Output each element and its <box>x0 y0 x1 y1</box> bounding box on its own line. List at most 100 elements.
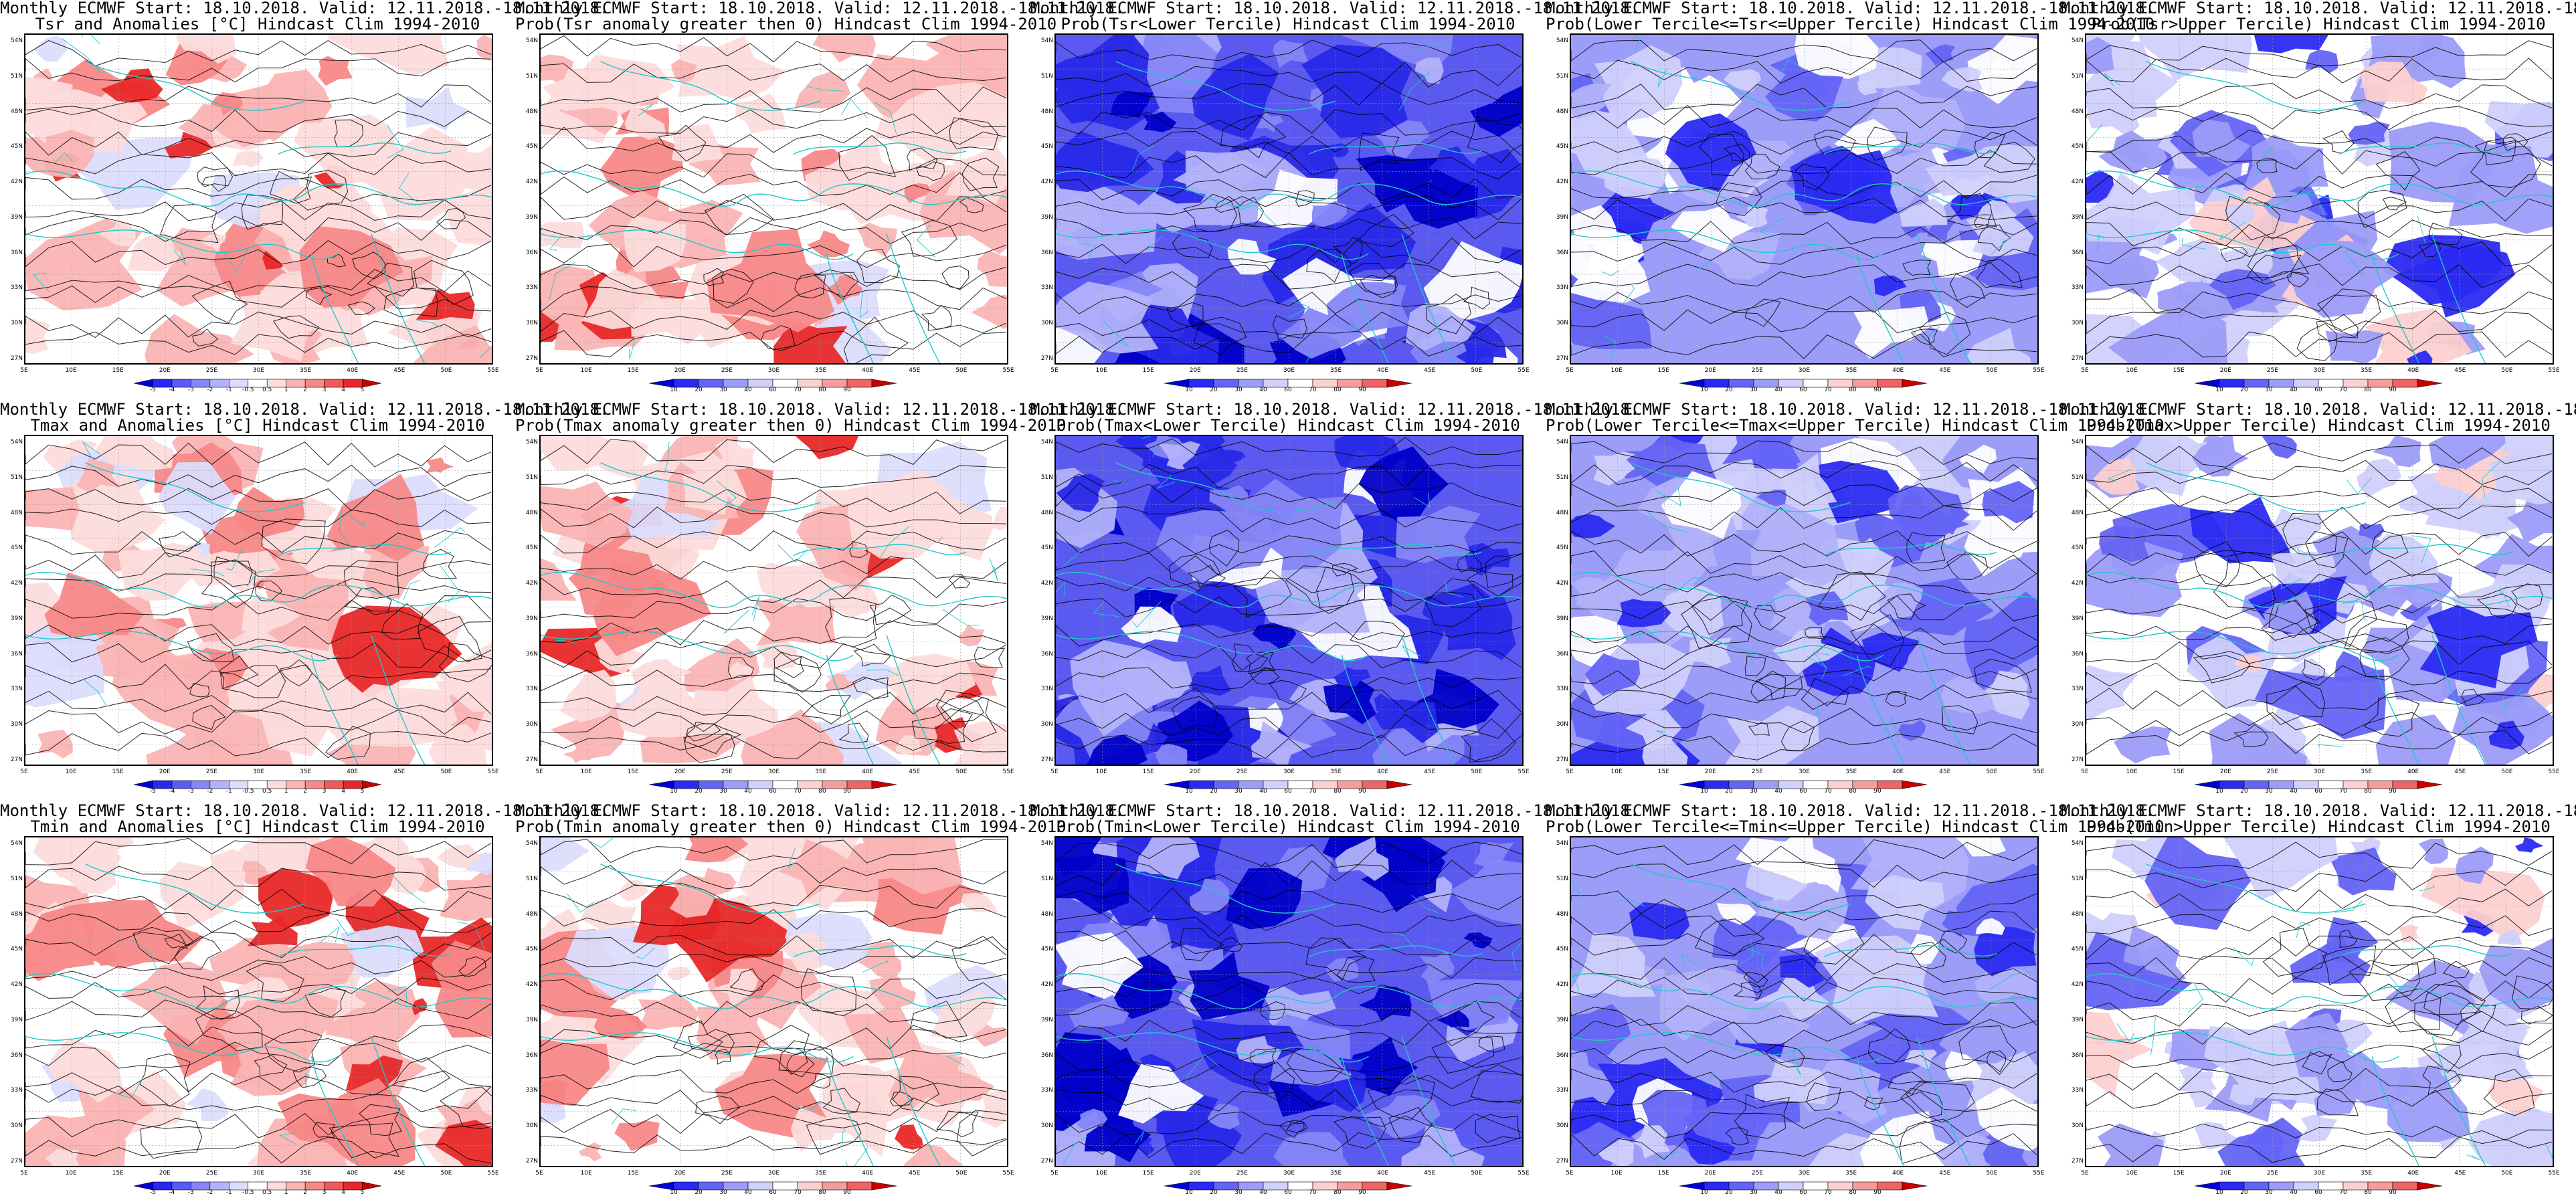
colorbar-swatch <box>2417 379 2443 388</box>
colorbar-swatch <box>1386 1181 1412 1191</box>
colorbar <box>648 779 897 789</box>
colorbar-tick-label: 10 <box>1700 1189 1708 1196</box>
colorbar-tick-label: 10 <box>670 1189 678 1196</box>
latitude-label: 48N <box>1040 509 1053 516</box>
coastlines <box>1571 864 2037 1166</box>
longitude-label: 5E <box>2081 1170 2089 1177</box>
latitude-label: 42N <box>1040 580 1053 587</box>
colorbar-swatch <box>1902 780 1928 789</box>
longitude-label: 5E <box>1566 1170 1574 1177</box>
colorbar-tick-label: 20 <box>1210 1189 1218 1196</box>
longitude-label: 15E <box>627 367 639 374</box>
map-panel: Monthly ECMWF Start: 18.10.2018. Valid: … <box>0 801 610 1204</box>
map-panel: Monthly ECMWF Start: 18.10.2018. Valid: … <box>515 401 1124 803</box>
longitude-label: 35E <box>815 1170 827 1177</box>
panel-title-line2: Prob(Lower Tercile<=Tmin<=Upper Tercile)… <box>1546 817 2165 836</box>
longitude-label: 30E <box>767 1170 780 1177</box>
latitude-label: 33N <box>1040 686 1053 693</box>
longitude-label: 20E <box>159 367 171 374</box>
colorbar-swatch <box>871 780 897 789</box>
coastlines <box>1056 43 1522 363</box>
latitude-label: 30N <box>10 1122 23 1130</box>
colorbar-tick-label: 60 <box>1799 387 1807 393</box>
latitude-label: 42N <box>1556 179 1568 186</box>
isotherm-contours <box>1056 841 1522 1159</box>
colorbar-tick-label: -4 <box>169 387 175 393</box>
longitude-label: 40E <box>1892 769 1904 775</box>
colorbar-tick-label: 90 <box>2389 1189 2397 1196</box>
shaded-field <box>25 436 492 765</box>
latitude-label: 54N <box>1556 840 1568 847</box>
colorbar-labels: 10 20 30 40 60 70 80 90 <box>649 788 897 796</box>
longitude-label: 45E <box>909 367 921 374</box>
longitude-label: 10E <box>2126 1170 2138 1177</box>
colorbar-tick-label: 20 <box>695 788 703 795</box>
longitude-label: 30E <box>252 367 265 374</box>
panel-title-line1: Monthly ECMWF Start: 18.10.2018. Valid: … <box>0 801 610 820</box>
map-panel: Monthly ECMWF Start: 18.10.2018. Valid: … <box>0 401 609 803</box>
latitude-label: 51N <box>10 875 23 882</box>
graticule <box>25 436 492 765</box>
panel-title-line2: Tmin and Anomalies [°C] Hindcast Clim 19… <box>30 817 485 836</box>
colorbar-labels: 10 20 30 40 60 70 80 90 <box>1164 1189 1412 1197</box>
colorbar-tick-label: 30 <box>2265 788 2273 795</box>
coastlines <box>541 837 1007 1166</box>
colorbar-tick-label: 20 <box>2240 788 2248 795</box>
latitude-label: 27N <box>2071 355 2084 362</box>
latitude-label: 45N <box>2071 544 2084 552</box>
longitude-label: 55E <box>1517 769 1530 775</box>
map-frame <box>1054 33 1524 365</box>
graticule <box>541 35 1007 363</box>
colorbar-tick-label: 5 <box>360 788 365 795</box>
longitude-label: 15E <box>2173 367 2185 374</box>
colorbar-tick-label: 90 <box>2389 387 2397 393</box>
latitude-label: 54N <box>10 840 23 847</box>
colorbar-tick-label: 20 <box>695 387 703 393</box>
colorbar-tick-label: 80 <box>818 788 826 795</box>
colorbar-tick-label: 90 <box>1358 387 1366 393</box>
map-frame <box>24 836 493 1167</box>
colorbar-tick-label: -4 <box>169 1189 175 1196</box>
colorbar-tick-label: 0.5 <box>262 1189 272 1196</box>
longitude-label: 55E <box>487 1170 499 1177</box>
longitude-label: 35E <box>1330 367 1342 374</box>
colorbar-tick-label: 1 <box>284 387 288 393</box>
map-frame <box>539 836 1008 1167</box>
map-frame <box>24 435 493 766</box>
longitude-label: 5E <box>2081 769 2089 775</box>
isotherm-contours <box>25 39 492 355</box>
colorbar <box>2194 1180 2443 1191</box>
longitude-label: 20E <box>159 769 171 775</box>
isotherm-contours <box>541 35 1007 363</box>
shaded-field <box>1571 436 2037 765</box>
colorbar-tick-label: 80 <box>818 1189 826 1196</box>
panel-title-line1: Monthly ECMWF Start: 18.10.2018. Valid: … <box>2061 0 2576 17</box>
latitude-label: 30N <box>10 721 23 728</box>
isotherm-contours <box>2086 442 2553 755</box>
colorbar-tick-label: 10 <box>1700 387 1708 393</box>
latitude-label: 39N <box>1556 213 1568 221</box>
isotherm-contours <box>1056 39 1522 357</box>
longitude-label: 10E <box>65 367 77 374</box>
latitude-label: 33N <box>525 284 538 292</box>
longitude-label: 15E <box>2173 1170 2185 1177</box>
latitude-label: 36N <box>525 1051 538 1059</box>
latitude-label: 42N <box>2071 981 2084 989</box>
longitude-label: 15E <box>1657 1170 1669 1177</box>
panel-title-line2: Prob(Tmin<Lower Tercile) Hindcast Clim 1… <box>1056 817 1520 836</box>
latitude-label: 27N <box>525 355 538 362</box>
panel-title-line1: Monthly ECMWF Start: 18.10.2018. Valid: … <box>2061 801 2576 820</box>
colorbar <box>1679 377 1928 388</box>
colorbar-tick-label: 70 <box>2339 788 2347 795</box>
longitude-label: 50E <box>1986 1170 1998 1177</box>
latitude-label: 45N <box>1556 143 1568 150</box>
longitude-label: 20E <box>1704 1170 1716 1177</box>
latitude-label: 48N <box>525 108 538 115</box>
latitude-label: 36N <box>1040 1051 1053 1059</box>
panel-title-line2: Prob(Tmax>Upper Tercile) Hindcast Clim 1… <box>2086 416 2551 435</box>
longitude-label: 10E <box>1095 769 1107 775</box>
latitude-label: 36N <box>1040 650 1053 658</box>
colorbar-tick-label: 40 <box>1259 1189 1267 1196</box>
latitude-label: 45N <box>1040 946 1053 953</box>
longitude-label: 50E <box>955 1170 968 1177</box>
